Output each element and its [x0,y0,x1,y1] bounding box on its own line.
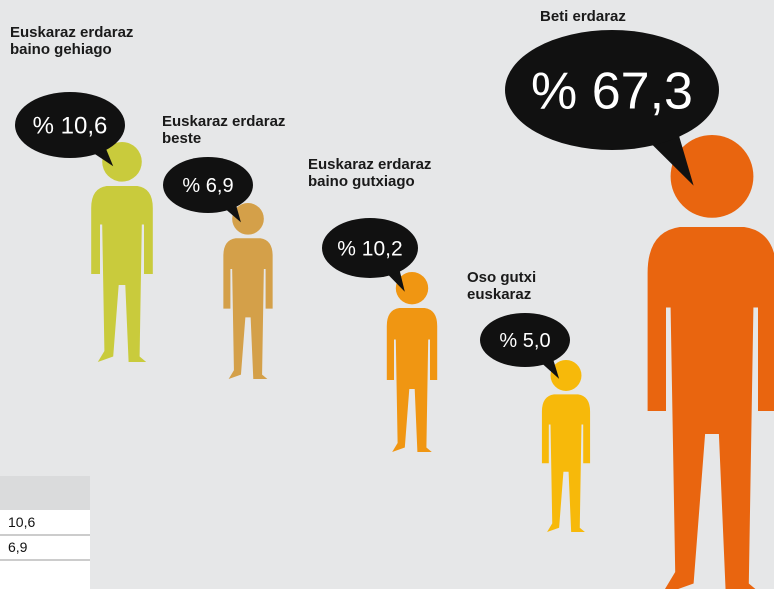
person-head [232,203,264,235]
person-head [395,272,429,305]
person-body [223,238,273,379]
speech-bubble [15,92,125,158]
speech-bubble [322,218,418,278]
person [647,135,774,589]
person-head [102,142,142,182]
person [541,360,591,532]
person-body [541,394,591,532]
table-cell: 6,9 [8,539,28,555]
person-head [550,360,582,391]
category-label: Euskaraz erdaraz baino gehiago [10,24,134,58]
category-label: Beti erdaraz [540,8,626,25]
value-label: % 6,9 [182,175,233,197]
person [386,272,438,452]
speech-bubble [480,313,570,367]
category-label: Euskaraz erdaraz beste [162,113,286,147]
person [91,142,153,362]
person [223,203,273,379]
person-body [91,186,153,362]
category-label: Oso gutxi euskaraz [467,269,537,303]
background [90,476,774,589]
value-label: % 5,0 [499,330,550,352]
table-cell: 10,6 [8,514,36,530]
value-label: % 10,6 [33,113,108,140]
person-body [647,226,774,589]
category-label: Euskaraz erdaraz baino gutxiago [308,156,432,190]
person-head [670,135,754,218]
value-label: % 10,2 [337,238,402,261]
value-label: % 67,3 [531,63,693,121]
table-header [0,476,90,510]
person-body [386,308,438,452]
speech-bubble [163,157,253,213]
speech-bubble [505,30,719,150]
